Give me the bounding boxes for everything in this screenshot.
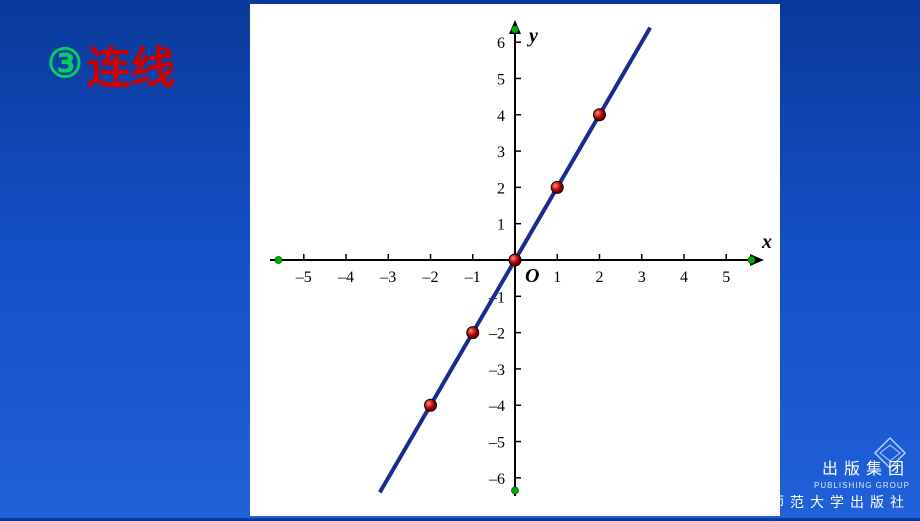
svg-text:4: 4 [497, 108, 505, 125]
svg-text:–3: –3 [488, 362, 505, 379]
svg-text:3: 3 [638, 269, 646, 286]
svg-text:–5: –5 [488, 435, 505, 452]
svg-text:1: 1 [497, 217, 505, 234]
step-header: ③ 连线 [47, 32, 175, 96]
svg-text:4: 4 [680, 269, 688, 286]
svg-text:–4: –4 [337, 269, 354, 286]
chart-canvas: –5–4–3–2–112345–6–5–4–3–2–1123456xyO [250, 4, 780, 516]
publisher-group-en: PUBLISHING GROUP [730, 481, 910, 490]
svg-text:6: 6 [497, 35, 505, 52]
step-number: ③ [47, 41, 83, 87]
step-title: 连线 [87, 32, 175, 96]
publisher-info: 出版集团 PUBLISHING GROUP 北京师范大学出版社 [720, 449, 920, 518]
svg-text:1: 1 [553, 269, 561, 286]
svg-text:–2: –2 [422, 269, 439, 286]
svg-text:–4: –4 [488, 398, 505, 415]
svg-text:x: x [761, 231, 772, 253]
publisher-group-cn: 出版集团 [730, 455, 910, 479]
svg-text:–5: –5 [295, 269, 312, 286]
svg-text:3: 3 [497, 144, 505, 161]
svg-text:O: O [525, 265, 539, 287]
svg-text:–1: –1 [464, 269, 481, 286]
svg-text:5: 5 [722, 269, 730, 286]
publisher-press-cn: 北京师范大学出版社 [730, 492, 910, 512]
coordinate-chart: –5–4–3–2–112345–6–5–4–3–2–1123456xyO [250, 4, 780, 516]
svg-text:y: y [527, 25, 538, 47]
svg-text:5: 5 [497, 71, 505, 88]
svg-text:2: 2 [595, 269, 603, 286]
svg-text:–3: –3 [379, 269, 396, 286]
svg-text:2: 2 [497, 180, 505, 197]
svg-text:–2: –2 [488, 326, 505, 343]
svg-text:–6: –6 [488, 471, 505, 488]
